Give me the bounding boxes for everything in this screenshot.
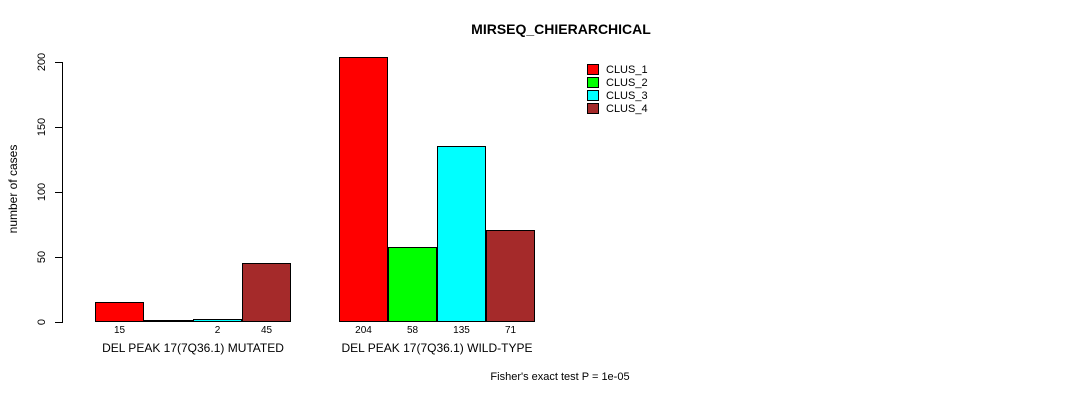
legend-item: CLUS_2 (587, 76, 648, 89)
annotation-text: Fisher's exact test P = 1e-05 (490, 371, 630, 383)
y-tick-label: 0 (36, 318, 48, 326)
legend-label: CLUS_1 (606, 63, 648, 76)
bar-value-label: 15 (113, 325, 126, 336)
legend-label: CLUS_4 (606, 102, 648, 115)
bar-clus_1 (95, 302, 144, 322)
bar-clus_1 (339, 57, 388, 322)
y-tick-mark (55, 322, 62, 323)
y-tick-label: 200 (36, 52, 48, 72)
y-tick-label: 100 (36, 182, 48, 202)
y-tick-mark (55, 192, 62, 193)
y-axis-label: number of cases (6, 144, 20, 234)
group-label: DEL PEAK 17(7Q36.1) MUTATED (102, 341, 284, 355)
y-tick-label: 50 (36, 250, 48, 264)
bar-value-label: 58 (406, 325, 419, 336)
legend-swatch-icon (587, 90, 599, 101)
legend-item: CLUS_3 (587, 89, 648, 102)
legend-swatch-icon (587, 77, 599, 88)
bar-clus_3 (193, 319, 242, 322)
legend: CLUS_1 CLUS_2 CLUS_3 CLUS_4 (587, 63, 648, 115)
y-tick-label: 150 (36, 117, 48, 137)
y-tick-mark (55, 257, 62, 258)
legend-label: CLUS_2 (606, 76, 648, 89)
legend-swatch-icon (587, 64, 599, 75)
bar-clus_2 (144, 320, 193, 322)
bar-value-label: 2 (214, 325, 221, 336)
bar-clus_3 (437, 146, 486, 322)
legend-swatch-icon (587, 103, 599, 114)
legend-label: CLUS_3 (606, 89, 648, 102)
bar-value-label: 71 (504, 325, 517, 336)
bar-value-label: 45 (260, 325, 273, 336)
y-tick-mark (55, 127, 62, 128)
bar-value-label: 204 (355, 325, 372, 336)
y-tick-mark (55, 62, 62, 63)
y-axis-line (62, 62, 63, 323)
bar-clus_2 (388, 247, 437, 322)
bar-clus_4 (486, 230, 535, 322)
bar-value-label: 135 (453, 325, 470, 336)
bar-clus_4 (242, 263, 291, 322)
group-label: DEL PEAK 17(7Q36.1) WILD-TYPE (341, 341, 533, 355)
chart-title: MIRSEQ_CHIERARCHICAL (471, 21, 651, 37)
legend-item: CLUS_4 (587, 102, 648, 115)
legend-item: CLUS_1 (587, 63, 648, 76)
